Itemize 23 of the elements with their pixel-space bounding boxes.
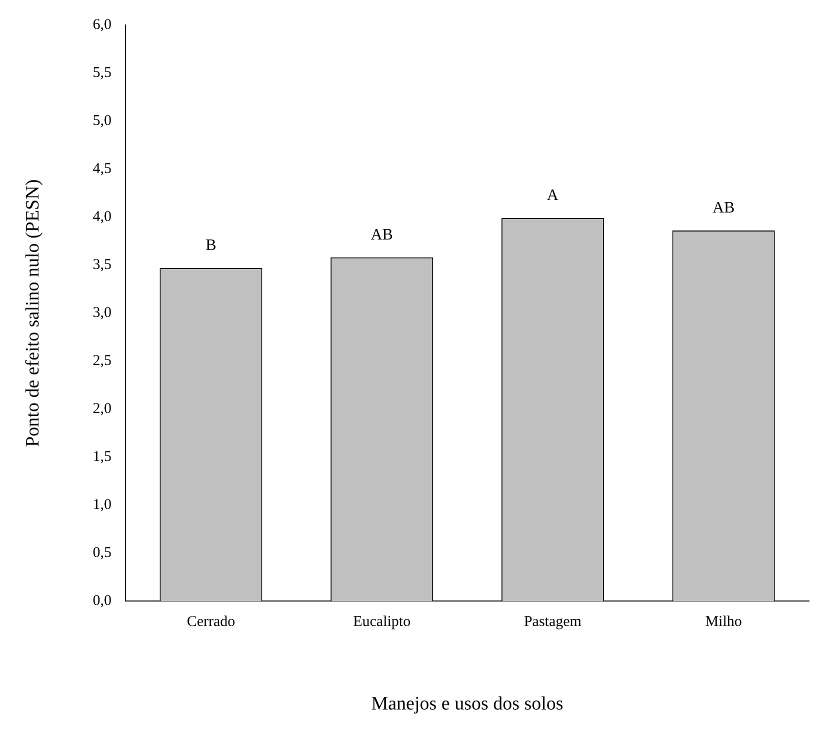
y-tick-label: 1,0 <box>92 497 112 514</box>
y-tick-label: 0,5 <box>92 545 112 562</box>
x-tick-label: Pastagem <box>524 614 582 630</box>
annotation: AB <box>370 226 393 244</box>
x-tick-label: Cerrado <box>186 614 236 630</box>
y-tick-label: 5,0 <box>92 112 112 129</box>
y-tick-label: 1,5 <box>92 449 112 466</box>
x-tick-label: Eucalipto <box>353 614 411 630</box>
y-tick-label: 2,0 <box>92 401 112 418</box>
x-axis-title: Manejos e usos dos solos <box>371 694 564 715</box>
y-tick-label: 2,5 <box>92 353 112 370</box>
y-tick-label: 4,0 <box>92 209 112 226</box>
y-tick-label: 3,5 <box>92 257 112 274</box>
y-tick-label: 0,0 <box>92 593 112 610</box>
y-tick-label: 4,5 <box>92 160 112 177</box>
y-tick-label: 5,5 <box>92 64 112 81</box>
annotation: B <box>206 237 216 254</box>
y-axis-title: Ponto de efeito salino nulo (PESN) <box>22 179 44 447</box>
y-tick-label: 6,0 <box>92 16 112 33</box>
annotation: A <box>546 187 559 204</box>
x-tick-label: Milho <box>705 614 742 630</box>
annotation: AB <box>712 200 735 217</box>
y-tick-label: 3,0 <box>92 305 112 322</box>
